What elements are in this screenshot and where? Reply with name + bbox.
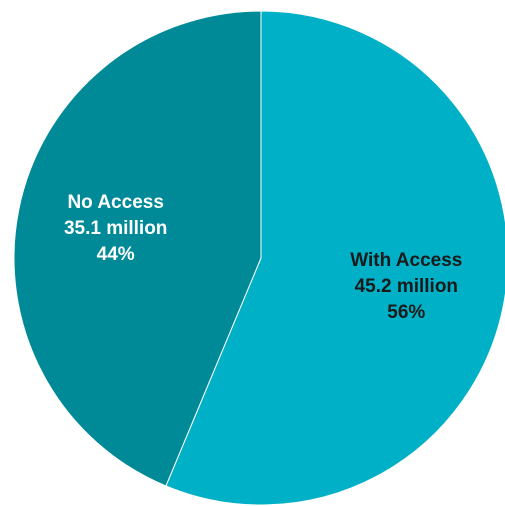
pie-labels: With Access 45.2 million 56% No Access 35.1 … [64, 192, 462, 323]
pie-slices [13, 10, 505, 506]
slice-label-with-access-percent: 56% [387, 302, 425, 323]
slice-label-no-access-name: No Access [67, 192, 163, 213]
slice-label-no-access-percent: 44% [97, 244, 135, 265]
slice-label-with-access-value: 45.2 million [355, 276, 458, 297]
pie-slice-no-access [13, 10, 262, 487]
pie-slice-with-access [165, 10, 505, 506]
slice-label-with-access-name: With Access [350, 250, 462, 271]
slice-label-no-access-value: 35.1 million [64, 218, 167, 239]
